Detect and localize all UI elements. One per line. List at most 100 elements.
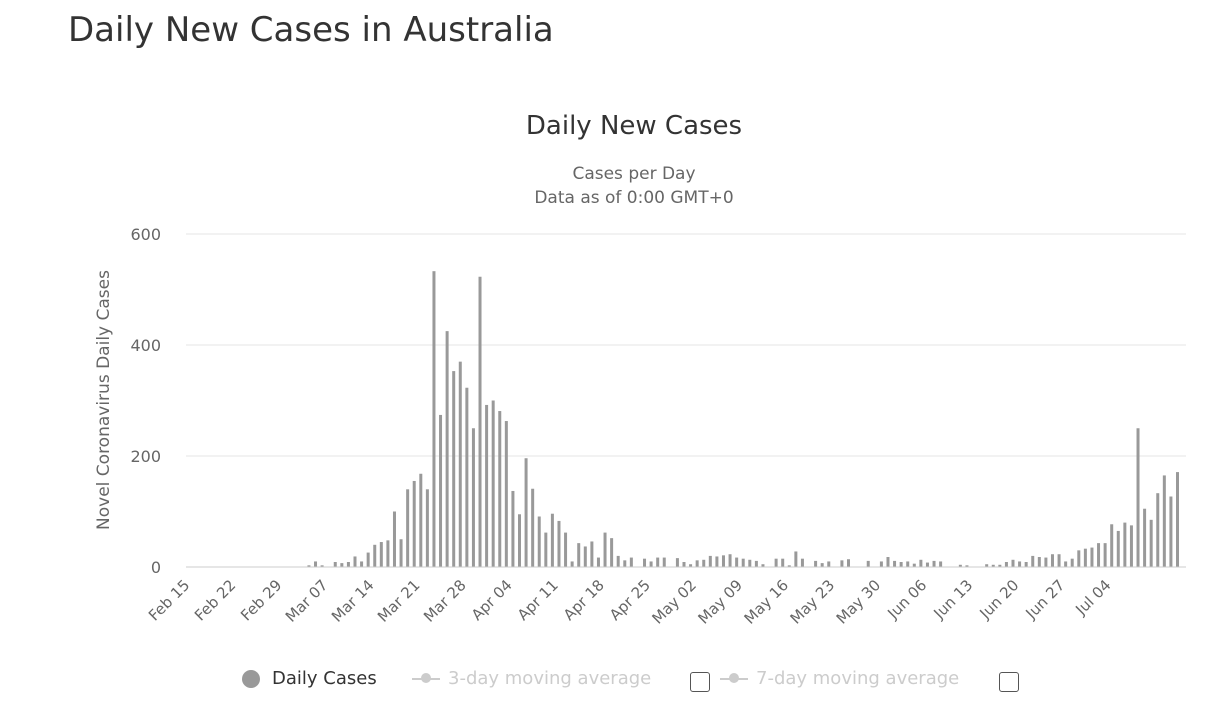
bar[interactable] [761, 564, 765, 567]
bar[interactable] [866, 560, 870, 567]
bar[interactable] [570, 561, 574, 567]
bar[interactable] [458, 361, 462, 567]
bar[interactable] [412, 480, 416, 567]
bar[interactable] [386, 540, 390, 567]
bar[interactable] [478, 276, 482, 567]
bar[interactable] [689, 564, 693, 567]
bar[interactable] [629, 557, 633, 567]
bar[interactable] [656, 557, 660, 567]
bar[interactable] [965, 565, 969, 567]
bar[interactable] [939, 561, 943, 567]
bar[interactable] [827, 561, 831, 567]
bar[interactable] [425, 489, 429, 567]
bar[interactable] [1103, 543, 1107, 567]
bar[interactable] [1018, 561, 1022, 567]
bar[interactable] [537, 516, 541, 567]
bar[interactable] [616, 555, 620, 567]
bar[interactable] [524, 458, 528, 567]
bar[interactable] [1011, 559, 1015, 567]
bar[interactable] [399, 539, 403, 567]
bar[interactable] [919, 559, 923, 567]
bar[interactable] [1116, 530, 1120, 567]
bar[interactable] [1057, 554, 1061, 567]
bar[interactable] [925, 562, 929, 567]
bar[interactable] [452, 371, 456, 567]
bar[interactable] [439, 414, 443, 567]
bar[interactable] [1031, 555, 1035, 567]
bar[interactable] [1037, 557, 1041, 567]
bar[interactable] [906, 561, 910, 567]
bar[interactable] [643, 558, 647, 567]
bar[interactable] [557, 520, 561, 567]
bar[interactable] [781, 558, 785, 567]
bar[interactable] [1077, 550, 1081, 567]
bar[interactable] [985, 564, 989, 567]
bar[interactable] [333, 562, 337, 567]
bar[interactable] [518, 514, 521, 567]
bar[interactable] [392, 511, 396, 568]
bar[interactable] [899, 562, 903, 567]
bar[interactable] [787, 565, 791, 567]
bar[interactable] [504, 421, 508, 567]
bar[interactable] [932, 560, 936, 567]
bar[interactable] [702, 559, 706, 567]
bar[interactable] [511, 490, 515, 567]
bar[interactable] [886, 557, 890, 567]
bar[interactable] [1044, 557, 1048, 567]
bar[interactable] [564, 532, 568, 567]
bar[interactable] [1090, 547, 1094, 567]
bar[interactable] [695, 560, 699, 567]
bar[interactable] [471, 428, 475, 567]
bar[interactable] [432, 271, 436, 567]
bar[interactable] [814, 560, 818, 567]
bar[interactable] [1110, 524, 1114, 567]
bar[interactable] [531, 488, 535, 567]
bar[interactable] [998, 564, 1002, 567]
legend-item-7-day-average[interactable]: 7-day moving average [720, 668, 959, 689]
bar[interactable] [623, 560, 627, 567]
bar[interactable] [1129, 525, 1133, 567]
bar[interactable] [991, 564, 995, 567]
bar[interactable] [728, 554, 732, 567]
bar[interactable] [1097, 543, 1101, 567]
bar[interactable] [346, 562, 350, 567]
checkbox-3-day-average[interactable] [690, 672, 710, 692]
bar[interactable] [1070, 558, 1074, 567]
bar[interactable] [682, 562, 686, 567]
checkbox-7-day-average[interactable] [999, 672, 1019, 692]
bar[interactable] [307, 565, 311, 567]
legend-item-daily-cases[interactable]: Daily Cases [242, 668, 377, 689]
bar[interactable] [1149, 519, 1153, 567]
bar[interactable] [735, 557, 739, 567]
bar[interactable] [544, 532, 548, 567]
bar[interactable] [406, 489, 410, 567]
bar[interactable] [958, 564, 962, 567]
legend-item-3-day-average[interactable]: 3-day moving average [412, 668, 651, 689]
bar[interactable] [577, 543, 581, 567]
bar[interactable] [353, 556, 357, 567]
bar[interactable] [649, 561, 653, 567]
bar[interactable] [754, 560, 758, 567]
bar[interactable] [498, 411, 502, 567]
bar[interactable] [465, 387, 469, 567]
bar[interactable] [603, 532, 607, 567]
bar[interactable] [715, 556, 719, 567]
bar[interactable] [360, 561, 364, 567]
bar[interactable] [590, 541, 594, 567]
bar[interactable] [879, 561, 883, 567]
bar[interactable] [675, 558, 679, 567]
bar[interactable] [840, 560, 844, 567]
bar[interactable] [1024, 562, 1028, 567]
bar[interactable] [320, 565, 324, 567]
bar[interactable] [1064, 561, 1068, 567]
bar[interactable] [583, 546, 587, 567]
bar[interactable] [912, 563, 916, 567]
bar[interactable] [820, 563, 824, 567]
bar[interactable] [340, 563, 344, 567]
bar[interactable] [1162, 475, 1166, 567]
bar[interactable] [708, 555, 712, 567]
bar[interactable] [748, 559, 752, 567]
bar[interactable] [379, 542, 383, 567]
bar[interactable] [314, 561, 318, 567]
bar[interactable] [596, 557, 600, 567]
